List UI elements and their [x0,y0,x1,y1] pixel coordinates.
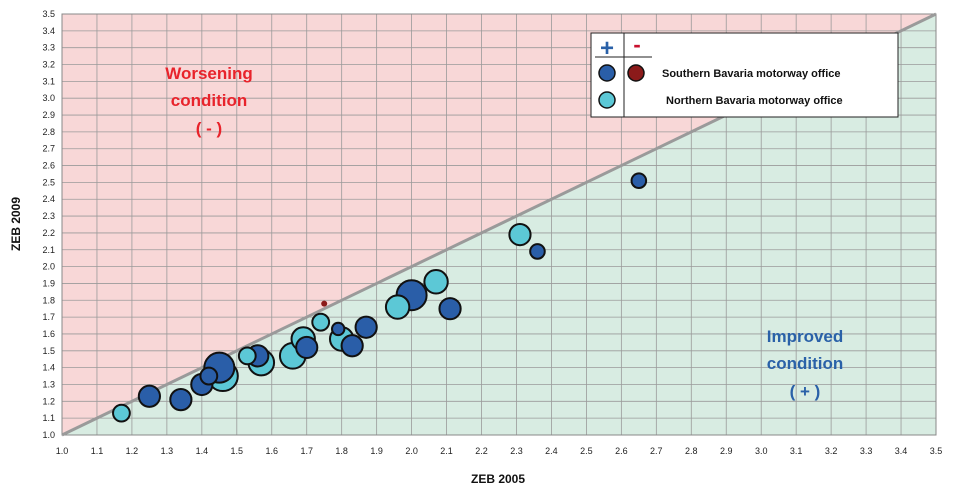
x-tick-label: 1.3 [161,446,174,456]
x-tick-label: 1.2 [126,446,139,456]
y-tick-label: 3.0 [42,93,55,103]
northern-point [508,223,532,247]
x-tick-label: 2.4 [545,446,558,456]
improved-label: condition [767,354,843,373]
legend-plus-sign: + [600,35,614,62]
worsening-label: condition [171,91,247,110]
x-tick-label: 3.4 [895,446,908,456]
legend-entry-southern: Southern Bavaria motorway office [662,68,841,80]
x-tick-label: 3.5 [930,446,943,456]
x-tick-label: 1.8 [335,446,348,456]
x-tick-label: 1.1 [91,446,104,456]
x-tick-label: 1.0 [56,446,69,456]
southern-point [199,366,219,386]
y-tick-label: 2.2 [42,228,55,238]
y-axis-title: ZEB 2009 [9,197,23,251]
y-tick-label: 1.2 [42,396,55,406]
southern-point [529,243,546,260]
y-tick-label: 3.5 [42,9,55,19]
worsening-label: ( - ) [196,119,222,138]
y-tick-label: 1.3 [42,379,55,389]
southern-point [630,172,648,190]
x-tick-label: 2.8 [685,446,698,456]
y-tick-label: 2.4 [42,194,55,204]
southern-point [340,334,364,358]
y-tick-label: 1.0 [42,430,55,440]
legend-southern-marker [598,64,616,82]
x-tick-label: 3.0 [755,446,768,456]
data-points [112,172,648,423]
x-tick-label: 3.1 [790,446,803,456]
southern-point [438,297,462,321]
legend-minus-sign: - [633,32,640,57]
x-tick-label: 1.7 [300,446,313,456]
y-tick-label: 1.7 [42,312,55,322]
x-tick-label: 2.2 [475,446,488,456]
y-tick-label: 2.8 [42,127,55,137]
x-tick-label: 2.1 [440,446,453,456]
y-tick-label: 2.0 [42,262,55,272]
legend-entry-northern: Northern Bavaria motorway office [666,95,843,107]
worsening-label: Worsening [165,64,253,83]
plot-frame [61,13,937,436]
northern-point [237,346,257,366]
improved-label: ( + ) [790,382,821,401]
y-tick-label: 2.7 [42,144,55,154]
y-tick-label: 2.5 [42,177,55,187]
southern-point [330,321,346,337]
y-tick-label: 1.9 [42,278,55,288]
southern-point [295,335,319,360]
y-tick-label: 2.1 [42,245,55,255]
y-tick-label: 3.3 [42,43,55,53]
x-tick-label: 1.5 [231,446,244,456]
northern-point [112,403,131,423]
x-tick-label: 2.6 [615,446,628,456]
northern-point [384,294,411,320]
x-tick-label: 3.3 [860,446,873,456]
y-tick-label: 1.5 [42,346,55,356]
y-tick-label: 1.6 [42,329,55,339]
negative-point [321,300,328,307]
x-tick-label: 1.9 [370,446,383,456]
legend: + - Southern Bavaria motorway office Nor… [590,32,899,118]
x-tick-label: 2.0 [405,446,418,456]
legend-negative-marker [627,64,645,82]
y-tick-label: 1.1 [42,413,55,423]
x-tick-label: 2.9 [720,446,733,456]
legend-northern-marker [598,91,616,109]
tick-labels: 1.0 1.1 1.2 1.3 1.4 1.5 1.6 1.7 1.8 1.9 2.0 2.1 2.2 2… [42,9,942,456]
y-tick-label: 1.4 [42,363,55,373]
y-tick-label: 2.6 [42,161,55,171]
x-tick-label: 2.7 [650,446,663,456]
y-tick-label: 3.4 [42,26,55,36]
southern-point [137,384,161,408]
southern-point [169,388,193,412]
y-tick-label: 2.3 [42,211,55,221]
y-tick-label: 3.2 [42,60,55,70]
x-tick-label: 1.6 [266,446,279,456]
x-axis-title: ZEB 2005 [471,472,525,486]
northern-point [311,312,331,332]
x-tick-label: 2.5 [580,446,593,456]
y-tick-label: 2.9 [42,110,55,120]
northern-point [423,269,449,295]
southern-point [354,315,378,339]
x-tick-label: 1.4 [196,446,209,456]
x-tick-label: 3.2 [825,446,838,456]
improved-label: Improved [767,327,844,346]
y-tick-label: 1.8 [42,295,55,305]
x-tick-label: 2.3 [510,446,523,456]
y-tick-label: 3.1 [42,76,55,86]
